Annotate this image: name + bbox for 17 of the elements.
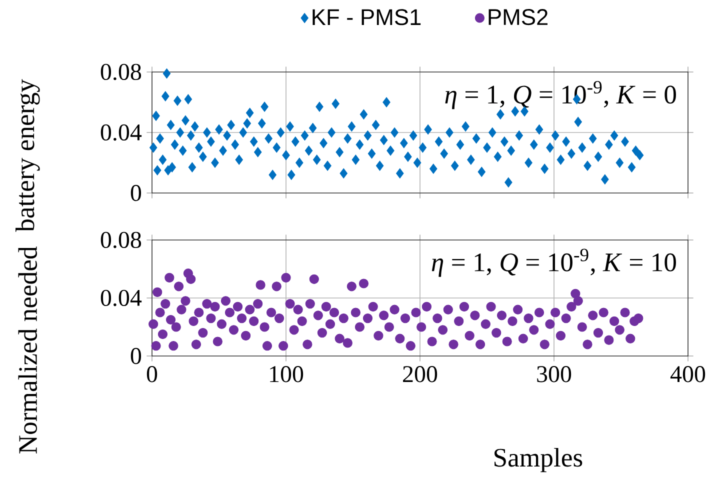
x-tick-label: 200 <box>403 366 438 382</box>
y-tick-label: 0 <box>130 184 142 202</box>
y-axis-title: Normalized needed <box>18 246 38 454</box>
legend-label: KF - PMS1 <box>312 9 421 26</box>
x-tick-label: 0 <box>146 366 158 382</box>
y-tick-label: 0 <box>130 348 142 364</box>
x-axis-title: Samples <box>494 448 582 472</box>
legend-label: PMS2 <box>488 9 548 26</box>
y-axis-title: battery energy <box>16 79 40 232</box>
annotation: η = 1, Q = 10$^{-9}$, K = 10 <box>432 248 676 277</box>
x-tick-label: 300 <box>537 366 572 382</box>
x-tick-label: 100 <box>270 366 304 382</box>
y-tick-label: 0.04 <box>100 290 142 306</box>
y-tick-label: 0.08 <box>100 232 142 248</box>
y-tick-label: 0.04 <box>100 124 142 141</box>
y-tick-label: 0.08 <box>100 64 142 80</box>
x-tick-label: 400 <box>670 366 706 382</box>
